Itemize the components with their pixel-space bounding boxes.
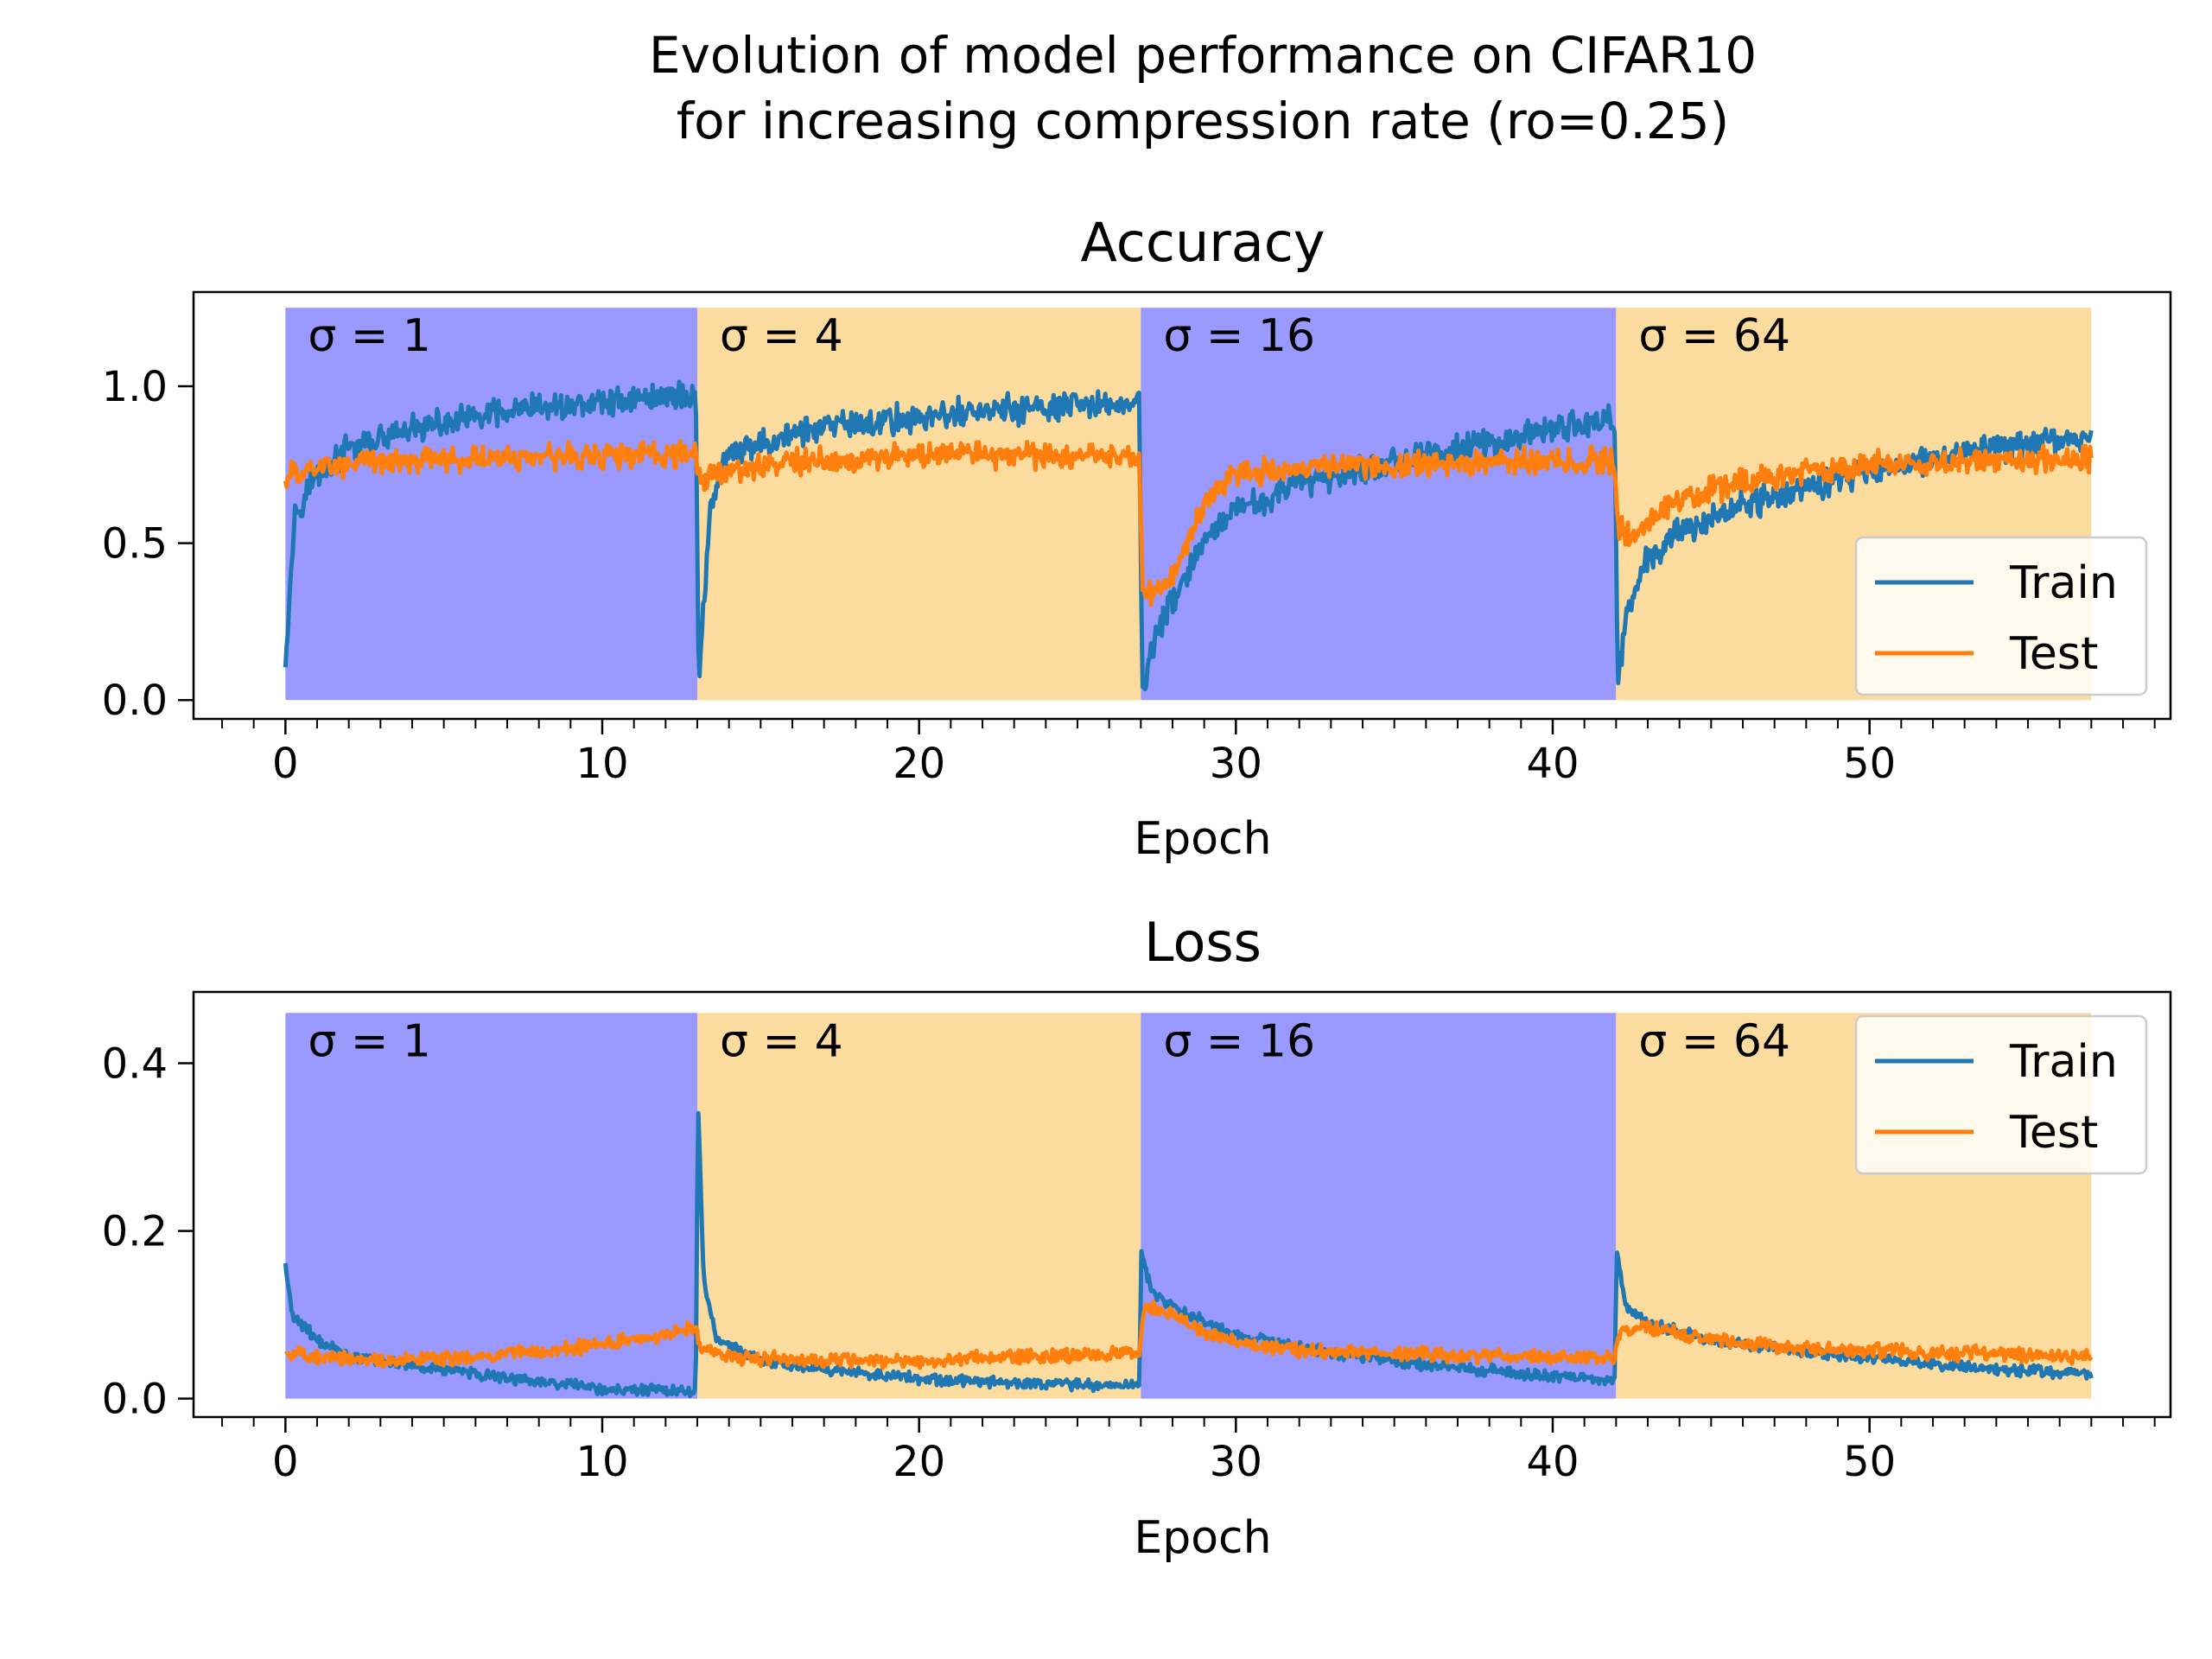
loss-ytick-label: 0.2 <box>102 1208 168 1256</box>
accuracy-legend: Train Test <box>1854 536 2148 696</box>
loss-xtick-label: 0 <box>272 1438 299 1486</box>
accuracy-panel-title: Accuracy <box>1080 211 1325 274</box>
loss-region-label-2: σ = 4 <box>720 1015 843 1067</box>
accuracy-panel: Accuracy Epoch σ = 1 σ = 4 σ = 16 σ = 64 0 10… <box>102 211 2172 865</box>
accuracy-region-label-1: σ = 1 <box>308 310 431 362</box>
accuracy-ytick-label: 0.0 <box>102 677 168 725</box>
accuracy-legend-label-test: Test <box>2009 628 2098 680</box>
loss-region-1 <box>285 1013 697 1399</box>
loss-region-label-3: σ = 16 <box>1163 1015 1315 1067</box>
accuracy-region-label-3: σ = 16 <box>1163 310 1315 362</box>
loss-region-label-1: σ = 1 <box>308 1015 431 1067</box>
accuracy-x-axis-label: Epoch <box>1134 813 1271 865</box>
accuracy-axes-frame <box>192 290 2172 721</box>
figure-title-line-1: Evolution of model performance on CIFAR1… <box>649 26 1757 85</box>
accuracy-legend-label-train: Train <box>2009 557 2118 609</box>
loss-legend-label-test: Test <box>2009 1107 2098 1159</box>
accuracy-region-2 <box>697 308 1141 701</box>
accuracy-xtick-label: 50 <box>1843 740 1896 788</box>
loss-ytick-label: 0.4 <box>102 1039 168 1088</box>
accuracy-region-1 <box>285 308 697 701</box>
accuracy-ytick-label: 1.0 <box>102 363 168 411</box>
loss-region-2 <box>697 1013 1141 1399</box>
loss-legend-label-train: Train <box>2009 1036 2118 1088</box>
loss-ytick-label: 0.0 <box>102 1376 168 1424</box>
loss-xtick-label: 20 <box>893 1438 945 1486</box>
accuracy-train-line <box>283 379 2094 692</box>
accuracy-xtick-label: 0 <box>272 740 299 788</box>
accuracy-xtick-label: 40 <box>1526 740 1579 788</box>
loss-test-line <box>283 1300 2094 1370</box>
loss-region-label-4: σ = 64 <box>1638 1015 1790 1067</box>
loss-panel: Loss Epoch σ = 1 σ = 4 σ = 16 σ = 64 0 10 20 30… <box>102 911 2172 1564</box>
accuracy-xtick-label: 10 <box>575 740 628 788</box>
accuracy-ytick-label: 0.5 <box>102 520 168 569</box>
loss-axes-frame <box>192 990 2172 1419</box>
loss-xtick-label: 30 <box>1210 1438 1262 1486</box>
loss-legend: Train Test <box>1854 1014 2148 1175</box>
loss-xtick-label: 40 <box>1526 1438 1579 1486</box>
loss-xtick-label: 50 <box>1843 1438 1896 1486</box>
accuracy-test-line <box>283 439 2094 607</box>
loss-xtick-label: 10 <box>575 1438 628 1486</box>
accuracy-region-3 <box>1141 308 1617 701</box>
figure-title-line-2: for increasing compression rate (ro=0.25… <box>677 92 1730 150</box>
loss-panel-title: Loss <box>1144 911 1262 974</box>
accuracy-xtick-label: 20 <box>893 740 945 788</box>
accuracy-region-label-4: σ = 64 <box>1638 310 1790 362</box>
accuracy-region-label-2: σ = 4 <box>720 310 843 362</box>
accuracy-xtick-label: 30 <box>1210 740 1262 788</box>
loss-x-axis-label: Epoch <box>1134 1512 1271 1564</box>
